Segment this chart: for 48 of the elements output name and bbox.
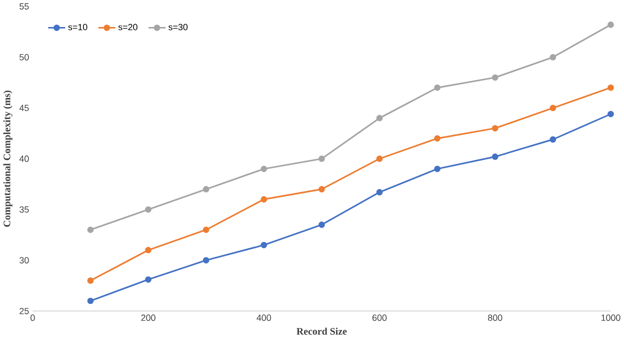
x-tick-label: 1000 (601, 314, 620, 321)
x-tick-label: 600 (372, 314, 387, 321)
point (202, 226, 210, 233)
y-tick-label: 55 (20, 3, 29, 10)
y-tick-label: 25 (20, 308, 29, 314)
point (550, 104, 556, 112)
x-axis-title: Record Size (296, 328, 347, 335)
point (260, 166, 268, 172)
point (550, 54, 556, 60)
y-tick-label: 35 (20, 206, 29, 213)
point (376, 156, 383, 162)
y-tick-label: 40 (19, 156, 29, 162)
point (145, 246, 152, 254)
point (608, 22, 614, 28)
point (145, 276, 152, 283)
y-tick-label: 50 (20, 54, 29, 60)
y-axis-title: Computational Complexity (ms) (3, 90, 12, 227)
point (492, 74, 498, 81)
point (434, 135, 440, 142)
point (550, 136, 556, 143)
legend-label: s=20 (118, 24, 138, 30)
point (318, 156, 325, 162)
point (260, 196, 268, 203)
point (318, 222, 325, 228)
point (260, 242, 268, 248)
point (434, 84, 440, 91)
y-tick-label: 30 (20, 257, 29, 264)
x-tick-label: 0 (30, 314, 35, 321)
point (87, 277, 94, 284)
point (87, 226, 94, 233)
point (202, 257, 210, 264)
point (492, 154, 498, 160)
point (608, 110, 614, 118)
x-tick-label: 800 (488, 314, 502, 321)
point (202, 186, 210, 192)
point (376, 114, 383, 122)
legend-label: s=30 (168, 24, 188, 30)
point (492, 125, 498, 132)
x-tick-label: 200 (141, 314, 156, 321)
y-tick-label: 45 (19, 104, 29, 112)
point (376, 189, 383, 196)
point (145, 206, 152, 213)
point (608, 84, 614, 91)
x-tick-label: 400 (256, 314, 272, 321)
legend-label: s=10 (68, 24, 88, 30)
point (318, 186, 325, 192)
point (87, 298, 94, 304)
point (434, 166, 440, 172)
